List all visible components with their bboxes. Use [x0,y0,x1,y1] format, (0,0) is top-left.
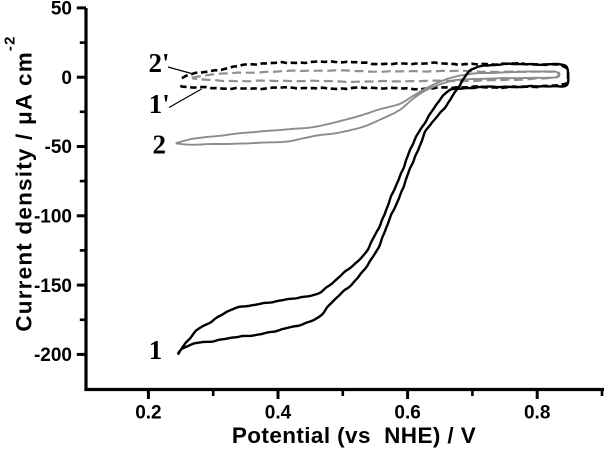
svg-text:0: 0 [61,68,72,89]
svg-text:-200: -200 [34,345,72,366]
svg-text:Potential (vs NHE) / V: Potential (vs NHE) / V [232,423,476,448]
svg-text:2: 2 [153,130,167,160]
svg-text:-150: -150 [34,276,72,297]
svg-text:2': 2' [149,48,170,78]
svg-text:-50: -50 [45,137,72,158]
svg-text:1': 1' [149,89,170,119]
svg-text:0.6: 0.6 [394,403,420,424]
svg-text:0.2: 0.2 [135,403,161,424]
svg-text:0.8: 0.8 [524,403,550,424]
svg-text:0.4: 0.4 [265,403,292,424]
svg-text:-100: -100 [34,207,72,228]
svg-text:50: 50 [51,0,72,20]
svg-text:1: 1 [149,335,163,365]
